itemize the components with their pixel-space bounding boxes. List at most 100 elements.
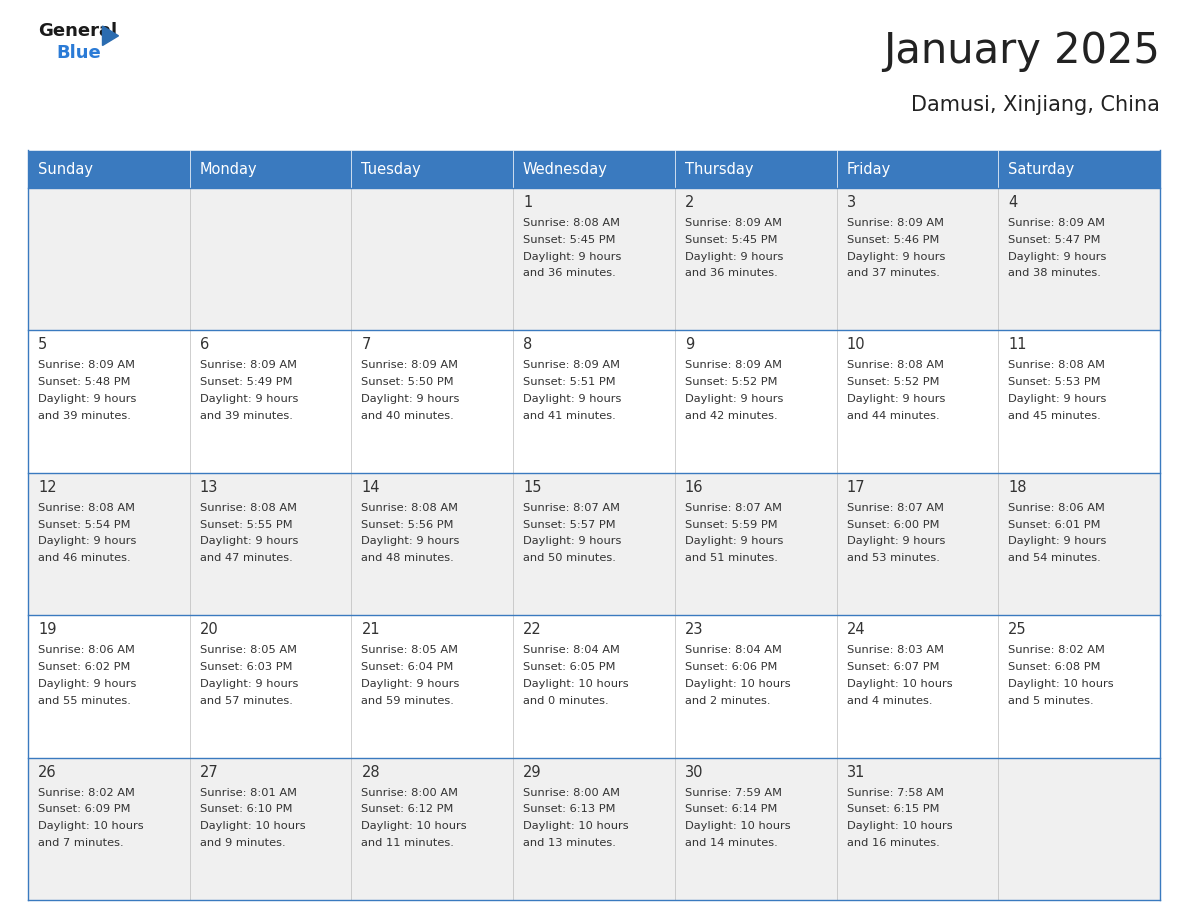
Text: Sunrise: 8:06 AM: Sunrise: 8:06 AM xyxy=(1009,503,1105,513)
Text: Daylight: 9 hours: Daylight: 9 hours xyxy=(38,394,137,404)
Polygon shape xyxy=(102,26,119,46)
Text: Daylight: 9 hours: Daylight: 9 hours xyxy=(200,678,298,688)
Text: 27: 27 xyxy=(200,765,219,779)
Text: Friday: Friday xyxy=(846,162,891,176)
Text: Monday: Monday xyxy=(200,162,257,176)
Text: Sunrise: 8:01 AM: Sunrise: 8:01 AM xyxy=(200,788,297,798)
Text: Sunrise: 8:00 AM: Sunrise: 8:00 AM xyxy=(523,788,620,798)
Text: Daylight: 9 hours: Daylight: 9 hours xyxy=(1009,394,1107,404)
Text: and 46 minutes.: and 46 minutes. xyxy=(38,554,131,564)
Text: and 14 minutes.: and 14 minutes. xyxy=(684,838,778,848)
Bar xyxy=(836,473,998,615)
Bar xyxy=(29,615,190,757)
Text: 3: 3 xyxy=(847,195,855,210)
Text: Daylight: 9 hours: Daylight: 9 hours xyxy=(38,536,137,546)
Text: Sunset: 6:04 PM: Sunset: 6:04 PM xyxy=(361,662,454,672)
Text: Sunset: 6:15 PM: Sunset: 6:15 PM xyxy=(847,804,939,814)
Text: and 36 minutes.: and 36 minutes. xyxy=(523,268,615,278)
Text: Sunset: 5:53 PM: Sunset: 5:53 PM xyxy=(1009,377,1101,387)
Bar xyxy=(675,757,836,900)
Text: 4: 4 xyxy=(1009,195,1018,210)
Text: Sunset: 6:12 PM: Sunset: 6:12 PM xyxy=(361,804,454,814)
Text: and 36 minutes.: and 36 minutes. xyxy=(684,268,778,278)
Text: Sunset: 5:59 PM: Sunset: 5:59 PM xyxy=(684,520,777,530)
Text: Sunday: Sunday xyxy=(38,162,93,176)
Text: 25: 25 xyxy=(1009,622,1026,637)
Text: Thursday: Thursday xyxy=(684,162,753,176)
Text: Daylight: 9 hours: Daylight: 9 hours xyxy=(684,536,783,546)
Text: Sunrise: 8:06 AM: Sunrise: 8:06 AM xyxy=(38,645,135,655)
Text: and 54 minutes.: and 54 minutes. xyxy=(1009,554,1101,564)
Text: Daylight: 10 hours: Daylight: 10 hours xyxy=(523,822,628,831)
Text: Sunrise: 8:08 AM: Sunrise: 8:08 AM xyxy=(1009,361,1105,370)
Text: Sunrise: 8:02 AM: Sunrise: 8:02 AM xyxy=(38,788,135,798)
Text: Daylight: 9 hours: Daylight: 9 hours xyxy=(523,252,621,262)
Bar xyxy=(998,330,1159,473)
Text: Sunrise: 8:07 AM: Sunrise: 8:07 AM xyxy=(684,503,782,513)
Text: 26: 26 xyxy=(38,765,57,779)
Text: Sunset: 6:10 PM: Sunset: 6:10 PM xyxy=(200,804,292,814)
Text: Sunrise: 8:09 AM: Sunrise: 8:09 AM xyxy=(684,218,782,228)
Text: Sunrise: 8:09 AM: Sunrise: 8:09 AM xyxy=(200,361,297,370)
Bar xyxy=(190,188,352,330)
Text: Sunset: 6:06 PM: Sunset: 6:06 PM xyxy=(684,662,777,672)
Bar xyxy=(998,757,1159,900)
Text: Sunset: 6:00 PM: Sunset: 6:00 PM xyxy=(847,520,939,530)
Bar xyxy=(836,615,998,757)
Text: 23: 23 xyxy=(684,622,703,637)
Text: 19: 19 xyxy=(38,622,57,637)
Text: Daylight: 9 hours: Daylight: 9 hours xyxy=(361,678,460,688)
Text: Sunrise: 8:08 AM: Sunrise: 8:08 AM xyxy=(38,503,135,513)
Text: 16: 16 xyxy=(684,480,703,495)
Text: Sunset: 5:50 PM: Sunset: 5:50 PM xyxy=(361,377,454,387)
Text: and 37 minutes.: and 37 minutes. xyxy=(847,268,940,278)
Bar xyxy=(190,757,352,900)
Text: Sunrise: 8:09 AM: Sunrise: 8:09 AM xyxy=(523,361,620,370)
Bar xyxy=(29,188,190,330)
Text: Sunset: 5:49 PM: Sunset: 5:49 PM xyxy=(200,377,292,387)
Text: Daylight: 10 hours: Daylight: 10 hours xyxy=(361,822,467,831)
Text: Daylight: 10 hours: Daylight: 10 hours xyxy=(1009,678,1114,688)
Text: Daylight: 10 hours: Daylight: 10 hours xyxy=(684,822,790,831)
Text: 15: 15 xyxy=(523,480,542,495)
Bar xyxy=(513,188,675,330)
Text: Daylight: 9 hours: Daylight: 9 hours xyxy=(361,394,460,404)
Text: and 41 minutes.: and 41 minutes. xyxy=(523,410,615,420)
Text: Sunset: 5:51 PM: Sunset: 5:51 PM xyxy=(523,377,615,387)
Text: Sunrise: 8:09 AM: Sunrise: 8:09 AM xyxy=(684,361,782,370)
Bar xyxy=(190,615,352,757)
Text: and 39 minutes.: and 39 minutes. xyxy=(200,410,292,420)
Text: Sunrise: 8:08 AM: Sunrise: 8:08 AM xyxy=(200,503,297,513)
Text: 10: 10 xyxy=(847,338,865,353)
Bar xyxy=(29,757,190,900)
Text: and 59 minutes.: and 59 minutes. xyxy=(361,696,454,706)
Text: Sunrise: 8:07 AM: Sunrise: 8:07 AM xyxy=(523,503,620,513)
Text: Sunset: 6:09 PM: Sunset: 6:09 PM xyxy=(38,804,131,814)
Text: Daylight: 9 hours: Daylight: 9 hours xyxy=(523,394,621,404)
Text: and 45 minutes.: and 45 minutes. xyxy=(1009,410,1101,420)
Text: and 13 minutes.: and 13 minutes. xyxy=(523,838,617,848)
Text: Sunset: 5:45 PM: Sunset: 5:45 PM xyxy=(684,235,777,245)
Bar xyxy=(998,150,1159,188)
Text: and 39 minutes.: and 39 minutes. xyxy=(38,410,131,420)
Text: and 51 minutes.: and 51 minutes. xyxy=(684,554,778,564)
Bar xyxy=(352,757,513,900)
Text: Daylight: 9 hours: Daylight: 9 hours xyxy=(38,678,137,688)
Text: and 44 minutes.: and 44 minutes. xyxy=(847,410,940,420)
Text: Sunrise: 8:03 AM: Sunrise: 8:03 AM xyxy=(847,645,943,655)
Bar xyxy=(190,473,352,615)
Text: Sunset: 6:05 PM: Sunset: 6:05 PM xyxy=(523,662,615,672)
Text: Sunrise: 7:58 AM: Sunrise: 7:58 AM xyxy=(847,788,943,798)
Bar xyxy=(998,188,1159,330)
Text: 5: 5 xyxy=(38,338,48,353)
Text: Daylight: 9 hours: Daylight: 9 hours xyxy=(684,394,783,404)
Text: Sunrise: 8:09 AM: Sunrise: 8:09 AM xyxy=(847,218,943,228)
Text: 31: 31 xyxy=(847,765,865,779)
Text: 22: 22 xyxy=(523,622,542,637)
Text: and 50 minutes.: and 50 minutes. xyxy=(523,554,617,564)
Bar xyxy=(675,330,836,473)
Text: Sunset: 5:45 PM: Sunset: 5:45 PM xyxy=(523,235,615,245)
Text: Sunset: 5:56 PM: Sunset: 5:56 PM xyxy=(361,520,454,530)
Text: Sunrise: 8:04 AM: Sunrise: 8:04 AM xyxy=(684,645,782,655)
Bar xyxy=(352,330,513,473)
